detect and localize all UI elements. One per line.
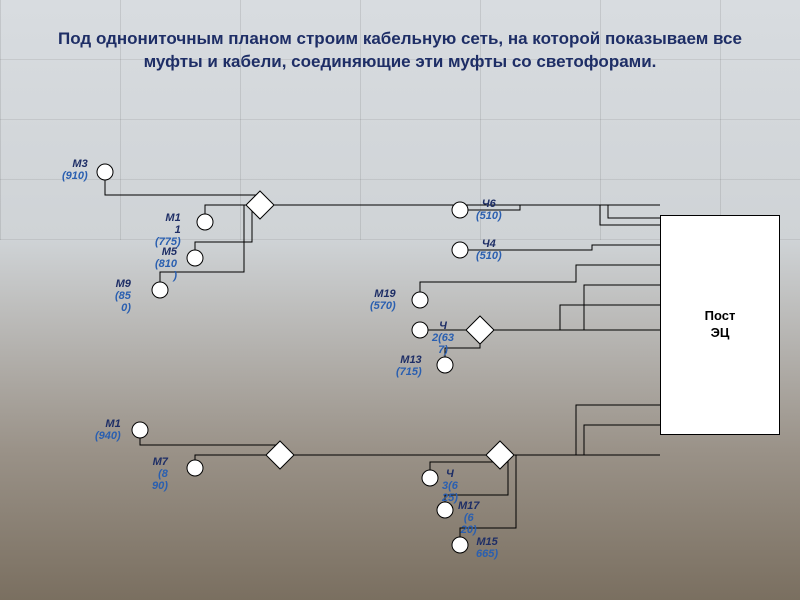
label-m15: М15665) (476, 536, 498, 560)
label-ch6: Ч6(510) (476, 198, 502, 222)
label-m9: М9(85 0) (115, 278, 131, 314)
label-ch3: Ч3(6 25) (442, 468, 458, 504)
post-ec-label: Пост ЭЦ (705, 308, 736, 342)
label-m1: М1(940) (95, 418, 121, 442)
label-m7: М7(8 90) (152, 456, 168, 492)
label-m13: М13(715) (396, 354, 422, 378)
label-m17: М17(6 20) (458, 500, 479, 536)
label-m11: М1 1(775) (155, 212, 181, 248)
label-m5: М5(810 ) (155, 246, 177, 282)
label-ch2: Ч2(63 7) (432, 320, 454, 356)
label-m3: М3(910) (62, 158, 88, 182)
label-ch4: Ч4(510) (476, 238, 502, 262)
post-ec-box: Пост ЭЦ (660, 215, 780, 435)
label-m19: М19(570) (370, 288, 396, 312)
